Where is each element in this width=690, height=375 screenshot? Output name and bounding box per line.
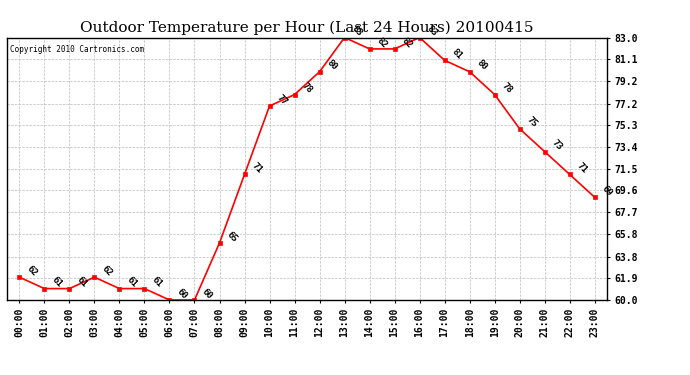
Text: 71: 71 (575, 161, 589, 175)
Text: 62: 62 (25, 264, 39, 278)
Text: 60: 60 (175, 286, 189, 301)
Text: 82: 82 (400, 36, 414, 50)
Text: 60: 60 (200, 286, 214, 301)
Text: 61: 61 (75, 275, 89, 289)
Text: 62: 62 (100, 264, 114, 278)
Text: 83: 83 (425, 24, 439, 38)
Text: 80: 80 (475, 58, 489, 72)
Text: 75: 75 (525, 116, 539, 129)
Text: 78: 78 (500, 81, 514, 95)
Text: 83: 83 (350, 24, 364, 38)
Text: Copyright 2010 Cartronics.com: Copyright 2010 Cartronics.com (10, 45, 144, 54)
Title: Outdoor Temperature per Hour (Last 24 Hours) 20100415: Outdoor Temperature per Hour (Last 24 Ho… (80, 21, 534, 35)
Text: 61: 61 (50, 275, 64, 289)
Text: 80: 80 (325, 58, 339, 72)
Text: 69: 69 (600, 184, 614, 198)
Text: 81: 81 (450, 47, 464, 61)
Text: 77: 77 (275, 93, 289, 106)
Text: 71: 71 (250, 161, 264, 175)
Text: 65: 65 (225, 230, 239, 243)
Text: 82: 82 (375, 36, 389, 50)
Text: 61: 61 (150, 275, 164, 289)
Text: 78: 78 (300, 81, 314, 95)
Text: 73: 73 (550, 138, 564, 152)
Text: 61: 61 (125, 275, 139, 289)
